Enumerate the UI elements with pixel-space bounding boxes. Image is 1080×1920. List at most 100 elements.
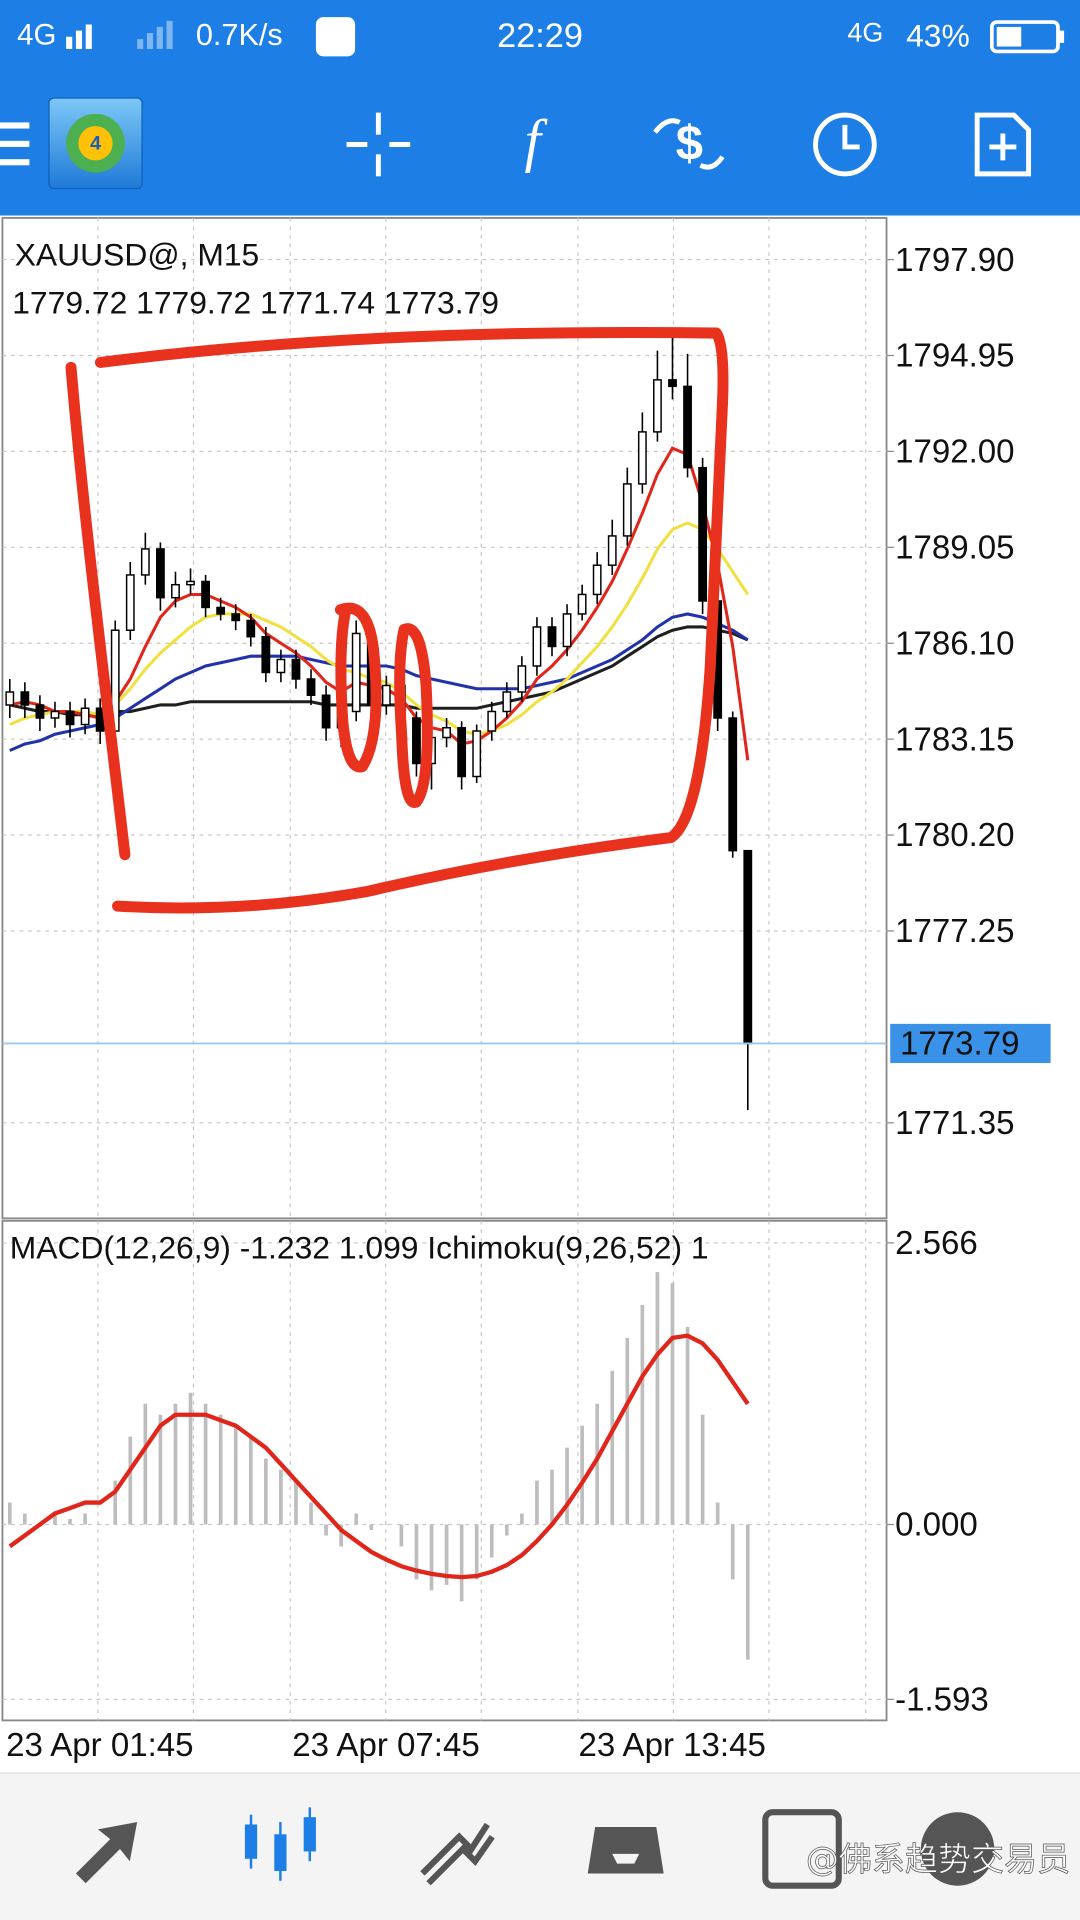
price-label-bg <box>890 1023 1051 1064</box>
macd-bar <box>264 1458 268 1525</box>
macd-bar <box>550 1469 554 1525</box>
macd-bar <box>414 1524 419 1580</box>
indicator-panel <box>1 1219 888 1722</box>
macd-bar <box>384 1524 389 1526</box>
indicator-line <box>8 1333 750 1580</box>
trade-tab[interactable] <box>420 1822 495 1886</box>
candle-body <box>20 691 30 706</box>
candle-body <box>381 684 391 706</box>
candle-body <box>276 658 286 674</box>
settings-tab[interactable] <box>920 1812 995 1886</box>
macd-bar <box>68 1519 72 1525</box>
battery-icon <box>990 20 1065 54</box>
app-logo[interactable]: 4 <box>48 97 143 190</box>
macd-bar <box>53 1513 57 1525</box>
x-tick-label: 23 Apr 07:45 <box>292 1727 479 1764</box>
chart-tab[interactable] <box>244 1807 316 1881</box>
battery-level: 43% <box>906 17 970 53</box>
svg-text:4: 4 <box>90 133 101 155</box>
candle-body <box>351 632 361 713</box>
candle-body <box>698 466 708 602</box>
watermark: @佛系趋势交易员 <box>806 1840 1070 1879</box>
macd-bar <box>520 1513 524 1525</box>
candle-body <box>125 574 135 631</box>
candle-body <box>246 619 256 638</box>
chart-title: XAUUSD@, M15 <box>15 237 260 273</box>
macd-bar <box>279 1469 283 1525</box>
candle-body <box>50 710 60 719</box>
candle-body <box>80 707 90 726</box>
candle-body <box>171 583 180 599</box>
y-tick-label: 1777.25 <box>895 913 1014 950</box>
annotation <box>65 326 729 914</box>
y-tick-label: 1780.20 <box>895 817 1014 854</box>
macd-bar <box>700 1414 705 1525</box>
candle-body <box>683 385 692 469</box>
bottom-nav <box>0 1773 1080 1920</box>
candle-body <box>186 580 195 586</box>
candle-body <box>653 379 662 433</box>
clock: 22:29 <box>497 17 583 55</box>
macd-bar <box>685 1326 690 1525</box>
macd-bar <box>309 1502 313 1525</box>
candle-body <box>201 580 210 609</box>
macd-bar <box>188 1392 193 1525</box>
candle-body <box>592 564 602 596</box>
menu-button[interactable] <box>0 122 30 166</box>
network: 4G <box>17 19 56 52</box>
x-tick-label: 23 Apr 13:45 <box>578 1727 765 1764</box>
quotes-tab[interactable] <box>75 1822 138 1884</box>
candle-body <box>35 704 45 719</box>
trade-button[interactable]: $ <box>653 117 725 171</box>
net-speed: 0.7K/s <box>196 18 283 52</box>
candle-body <box>577 593 587 615</box>
macd-bar <box>203 1403 208 1525</box>
signal-icon-2 <box>137 20 173 49</box>
new-order-button[interactable] <box>974 112 1032 177</box>
candle-body <box>562 613 572 648</box>
news-tab[interactable] <box>762 1809 842 1889</box>
macd-bar <box>98 1524 102 1526</box>
macd-bar <box>369 1524 374 1530</box>
y-tick-label: 1786.10 <box>895 625 1014 662</box>
macd-bar <box>625 1337 630 1525</box>
macd-bar <box>655 1272 660 1525</box>
y-tick-label: 1797.90 <box>895 242 1014 279</box>
x-tick-label: 23 Apr 01:45 <box>6 1727 193 1764</box>
macd-bar <box>474 1524 479 1580</box>
indicator-title: MACD(12,26,9) -1.232 1.099 Ichimoku(9,26… <box>10 1230 709 1266</box>
y-tick-label: -1.593 <box>895 1682 989 1719</box>
macd-bar <box>354 1513 359 1525</box>
macd-bar <box>7 1502 12 1525</box>
notification-icon <box>315 17 356 57</box>
macd-bar <box>640 1304 645 1525</box>
y-tick-label: 1771.35 <box>895 1105 1014 1142</box>
price-label: 1773.79 <box>900 1026 1019 1063</box>
candle-body <box>140 548 150 576</box>
history-tab[interactable] <box>587 1826 664 1874</box>
candle-body <box>5 691 15 706</box>
macd-bar <box>83 1513 87 1525</box>
candle-body <box>743 849 753 1045</box>
candle-body <box>291 658 301 680</box>
app-bar <box>0 0 1080 216</box>
candle-body <box>216 606 226 615</box>
macd-bar <box>670 1283 675 1525</box>
candle-body <box>472 730 482 778</box>
history-button[interactable] <box>813 112 877 177</box>
candle-body <box>547 626 557 648</box>
y-tick-label: 2.566 <box>895 1225 978 1262</box>
macd-bar <box>489 1524 494 1558</box>
candle-body <box>532 626 542 667</box>
candle-body <box>607 535 617 566</box>
macd-bar <box>730 1524 735 1580</box>
candle-body <box>306 678 316 696</box>
y-tick-label: 1794.95 <box>895 338 1014 375</box>
macd-bar <box>23 1513 27 1525</box>
macd-bar <box>565 1447 569 1525</box>
macd-bar <box>339 1524 343 1547</box>
macd-bar <box>218 1414 223 1525</box>
crosshair-button[interactable] <box>346 112 411 177</box>
candle-body <box>156 548 165 599</box>
